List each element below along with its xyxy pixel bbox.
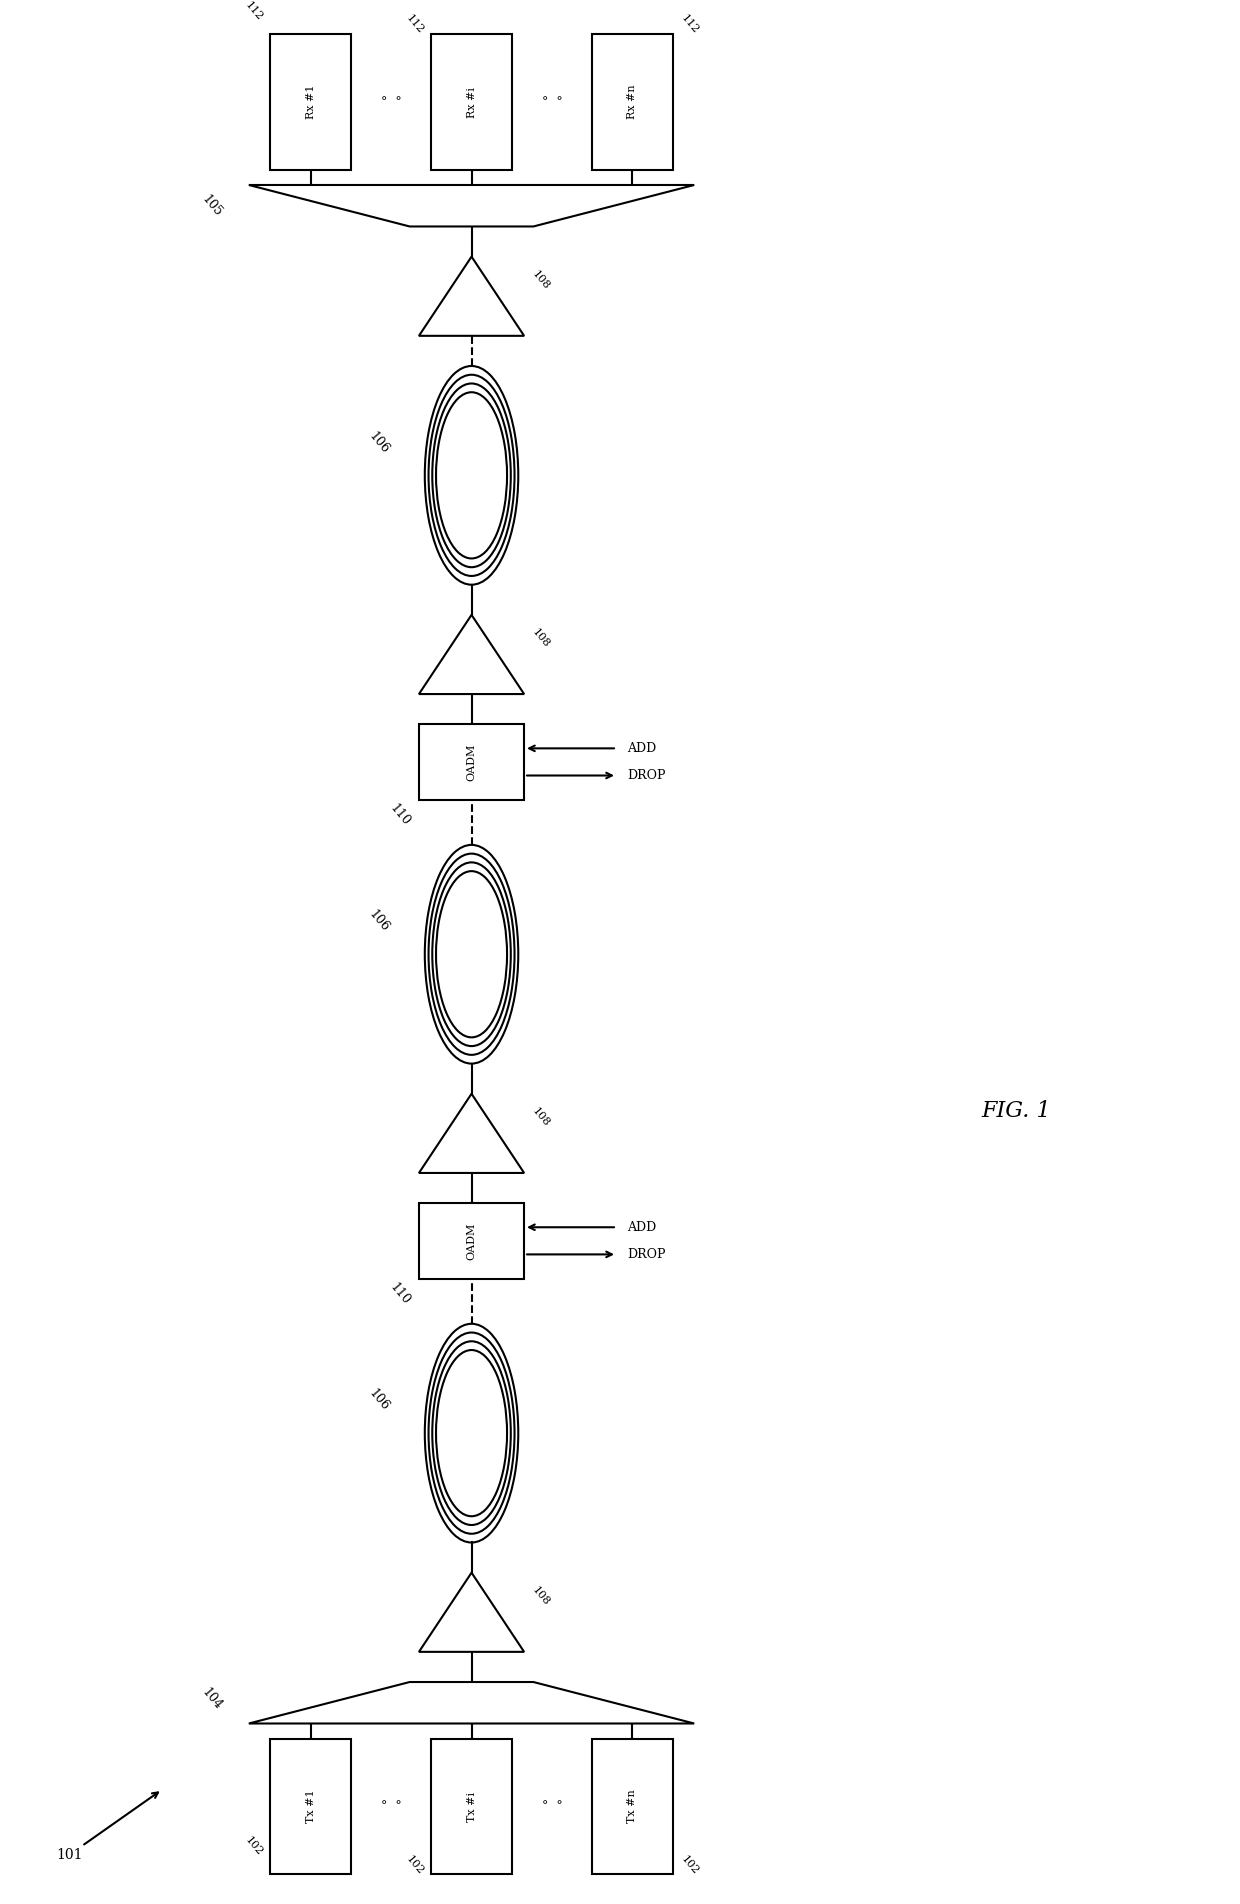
Text: 102: 102 [678,1853,701,1875]
Bar [432,1738,512,1874]
Text: 108: 108 [531,626,552,649]
Bar [419,1203,525,1279]
Text: 112: 112 [243,0,264,23]
Text: 102: 102 [404,1853,425,1875]
Text: DROP: DROP [626,1247,666,1260]
Text: 101: 101 [56,1849,83,1862]
Text: OADM: OADM [466,743,476,781]
Text: Rx #n: Rx #n [627,84,637,120]
Text: 112: 112 [404,13,425,36]
Text: 106: 106 [366,428,392,455]
Bar [419,724,525,800]
Text: 112: 112 [678,13,701,36]
Text: 105: 105 [198,192,224,219]
Text: DROP: DROP [626,769,666,783]
Text: 110: 110 [387,1279,413,1306]
Text: °  °: ° ° [381,1799,402,1813]
Polygon shape [419,257,525,335]
Text: OADM: OADM [466,1222,476,1260]
Text: ADD: ADD [626,1220,656,1234]
Bar [270,34,351,169]
Polygon shape [249,185,694,227]
Text: Rx #1: Rx #1 [306,86,316,120]
Polygon shape [419,1573,525,1653]
Bar [593,1738,672,1874]
Text: 108: 108 [531,1106,552,1129]
Text: °  °: ° ° [542,1799,562,1813]
Text: 108: 108 [531,1584,552,1607]
Text: Tx #i: Tx #i [466,1792,476,1822]
Bar [432,34,512,169]
Text: Tx #1: Tx #1 [306,1790,316,1824]
Text: °  °: ° ° [542,95,562,109]
Text: Tx #n: Tx #n [627,1790,637,1824]
Text: °  °: ° ° [381,95,402,109]
Polygon shape [249,1681,694,1723]
Text: 106: 106 [366,1386,392,1413]
Bar [270,1738,351,1874]
Bar [593,34,672,169]
Polygon shape [419,1093,525,1173]
Text: FIG. 1: FIG. 1 [981,1101,1050,1121]
Text: Rx #i: Rx #i [466,86,476,118]
Text: 102: 102 [243,1835,264,1858]
Text: 108: 108 [531,268,552,291]
Text: 110: 110 [387,802,413,828]
Polygon shape [419,615,525,695]
Text: ADD: ADD [626,743,656,754]
Text: 106: 106 [366,908,392,935]
Text: 104: 104 [198,1685,224,1712]
